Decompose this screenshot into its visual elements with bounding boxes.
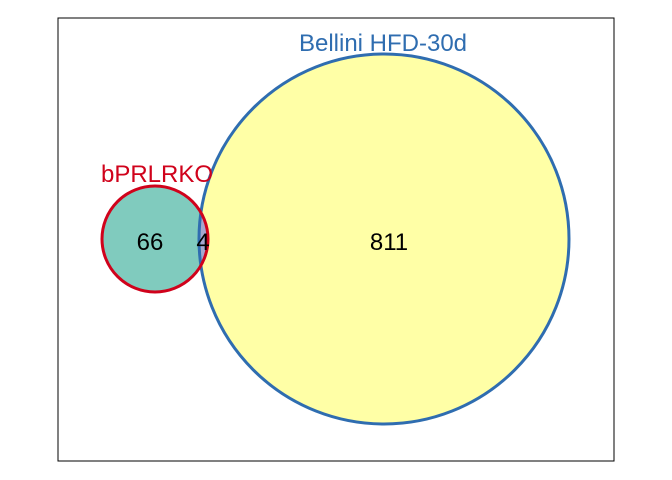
set-label-bellini: Bellini HFD-30d bbox=[299, 30, 467, 57]
bprlrko-circle-outline bbox=[100, 184, 210, 294]
set-label-bprlrko: bPRLRKO bbox=[101, 161, 213, 188]
bellini-circle-outline bbox=[197, 52, 571, 426]
bellini-circle-fill bbox=[199, 54, 569, 424]
count-only-bprlrko: 66 bbox=[137, 229, 164, 256]
count-overlap: 4 bbox=[196, 229, 209, 256]
bprlrko-circle-fill bbox=[102, 186, 208, 292]
count-only-bellini: 811 bbox=[370, 229, 408, 256]
